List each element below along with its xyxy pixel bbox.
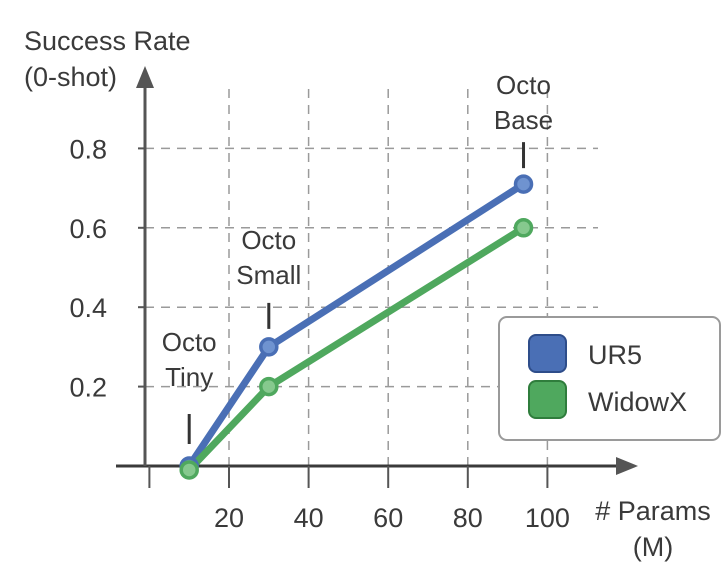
legend-swatch-widowx (528, 380, 567, 419)
x-tick-label-40: 40 (294, 503, 324, 533)
point-ur5-94 (513, 174, 534, 194)
y-axis-arrow (136, 66, 154, 88)
point-ur5-30 (259, 337, 279, 357)
point-widowx-94 (513, 218, 534, 238)
annotation-base-line-2: Base (494, 105, 553, 135)
x-tick-label-80: 80 (453, 503, 483, 533)
annotation-tiny-line-2: Tiny (165, 362, 213, 392)
y-tick-label-0.4: 0.4 (69, 293, 107, 323)
y-axis-title-line-1: Success Rate (24, 26, 191, 56)
point-widowx-30 (259, 376, 279, 397)
point-widowx-10 (179, 460, 199, 480)
grid-lines (145, 86, 598, 466)
annotation-base-line-1: Octo (496, 70, 551, 100)
x-axis-title-line-1: # Params (595, 496, 711, 526)
y-tick-label-0.8: 0.8 (69, 134, 107, 164)
y-tick-label-0.2: 0.2 (69, 373, 107, 403)
legend-label-ur5: UR5 (588, 340, 642, 370)
y-tick-label-0.6: 0.6 (69, 214, 107, 244)
x-axis-arrow (616, 457, 638, 475)
x-tick-label-20: 20 (214, 503, 244, 533)
x-axis-title-line-2: (M) (633, 532, 673, 562)
legend: UR5 WidowX (498, 316, 721, 441)
y-axis-title-line-2: (0-shot) (24, 62, 117, 92)
annotation-small-line-2: Small (236, 260, 301, 290)
legend-label-widowx: WidowX (588, 387, 687, 417)
x-tick-label-60: 60 (373, 503, 403, 533)
annotation-tiny-line-1: Octo (162, 327, 217, 357)
series-line-ur5 (185, 180, 528, 470)
legend-swatch-ur5 (528, 334, 567, 373)
annotation-small-line-1: Octo (241, 225, 296, 255)
x-tick-label-100: 100 (525, 503, 570, 533)
